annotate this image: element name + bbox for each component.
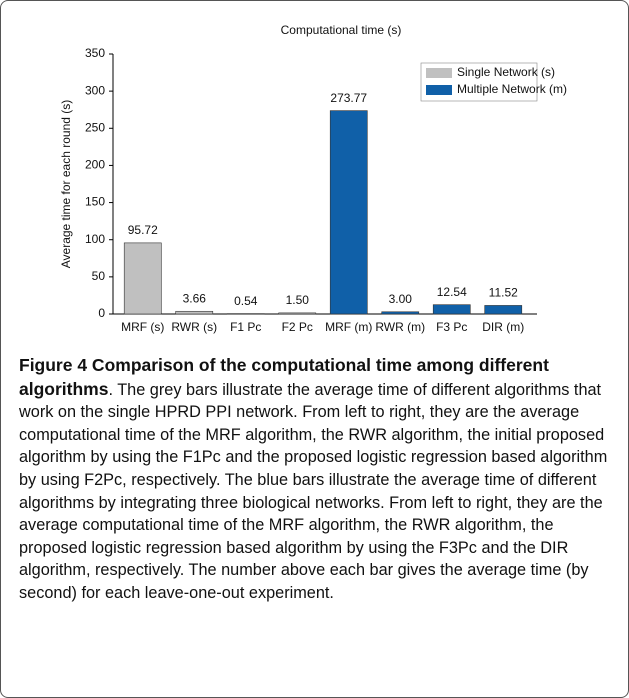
x-tick-label: F2 Pc bbox=[282, 320, 313, 334]
x-tick-label: RWR (m) bbox=[375, 320, 425, 334]
y-tick-label: 150 bbox=[85, 195, 105, 209]
legend-swatch bbox=[426, 85, 452, 95]
y-tick-label: 0 bbox=[98, 306, 105, 320]
value-label: 273.77 bbox=[330, 91, 367, 105]
legend-label: Single Network (s) bbox=[457, 65, 555, 79]
bar bbox=[278, 312, 317, 315]
value-label: 3.66 bbox=[183, 291, 207, 305]
caption-body: . The grey bars illustrate the average t… bbox=[19, 380, 608, 602]
bar bbox=[381, 311, 420, 315]
x-tick-label: F3 Pc bbox=[436, 320, 467, 334]
bar bbox=[484, 305, 523, 315]
x-tick-label: RWR (s) bbox=[171, 320, 217, 334]
value-label: 3.00 bbox=[389, 292, 413, 306]
y-axis-label: Average time for each round (s) bbox=[59, 100, 73, 269]
y-tick-label: 50 bbox=[92, 269, 106, 283]
caption-title: Figure 4 Comparison of the computational… bbox=[19, 355, 549, 399]
bar bbox=[123, 242, 162, 315]
y-tick-label: 300 bbox=[85, 83, 105, 97]
y-tick-label: 250 bbox=[85, 120, 105, 134]
bar bbox=[329, 110, 368, 315]
value-label: 12.54 bbox=[437, 285, 467, 299]
x-tick-label: MRF (m) bbox=[325, 320, 372, 334]
caption: Figure 4 Comparison of the computational… bbox=[19, 354, 615, 605]
chart: Computational time (s) Average time for … bbox=[59, 23, 567, 334]
value-label: 0.54 bbox=[234, 294, 258, 308]
y-tick-label: 100 bbox=[85, 232, 105, 246]
x-tick-label: MRF (s) bbox=[121, 320, 164, 334]
value-label: 95.72 bbox=[128, 223, 158, 237]
bar bbox=[175, 310, 214, 315]
y-tick-label: 350 bbox=[85, 46, 105, 60]
legend-swatch bbox=[426, 68, 452, 78]
bar bbox=[432, 304, 471, 315]
x-tick-label: DIR (m) bbox=[482, 320, 524, 334]
value-label: 1.50 bbox=[286, 293, 310, 307]
chart-title: Computational time (s) bbox=[281, 23, 402, 37]
x-tick-label: F1 Pc bbox=[230, 320, 261, 334]
value-label: 11.52 bbox=[489, 286, 518, 300]
legend-label: Multiple Network (m) bbox=[457, 82, 567, 96]
y-tick-label: 200 bbox=[85, 158, 105, 172]
